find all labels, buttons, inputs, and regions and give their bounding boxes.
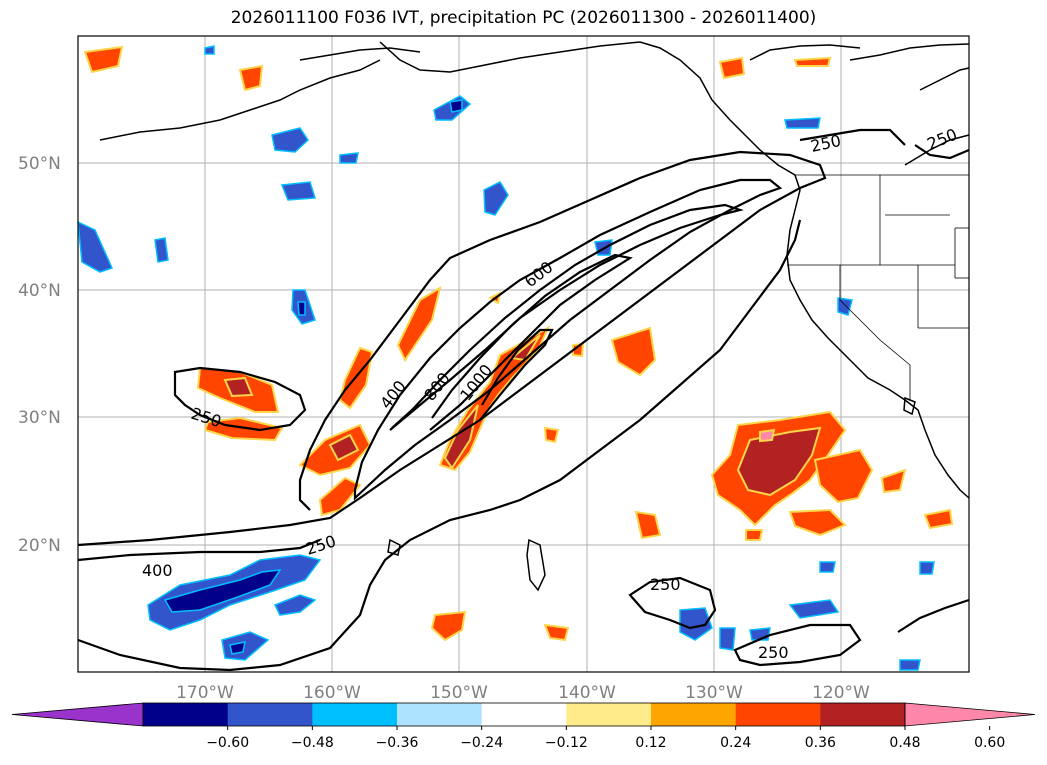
colorbar-tick-label: −0.12 xyxy=(545,735,588,751)
latitude-labels: 50°N 40°N 30°N 20°N xyxy=(18,154,61,556)
lat-label: 30°N xyxy=(18,408,61,428)
precip-negative-areas xyxy=(77,45,935,671)
longitude-labels: 170°W 160°W 150°W 140°W 130°W 120°W xyxy=(176,683,870,703)
lon-label: 160°W xyxy=(303,683,361,703)
contour-label: 250 xyxy=(758,643,789,662)
colorbar-segment xyxy=(227,703,313,726)
colorbar-tick-label: 0.48 xyxy=(889,735,920,751)
lon-label: 170°W xyxy=(176,683,234,703)
colorbar-tick-label: −0.48 xyxy=(291,735,334,751)
colorbar-tick-label: −0.36 xyxy=(376,735,419,751)
colorbar: −0.60 −0.48 −0.36 −0.24 −0.12 0.12 0.24 0.36 0.4… xyxy=(11,702,1036,751)
gridlines xyxy=(78,36,969,672)
ivt-contours xyxy=(77,128,970,672)
colorbar-extend-high xyxy=(904,702,1036,727)
colorbar-segment xyxy=(651,703,737,726)
colorbar-tick-label: 0.60 xyxy=(974,735,1005,751)
lat-label: 50°N xyxy=(18,154,61,174)
colorbar-tick-label: −0.60 xyxy=(206,735,249,751)
lat-label: 20°N xyxy=(18,536,61,556)
coastlines xyxy=(99,41,970,592)
contour-label: 250 xyxy=(650,575,681,594)
lat-label: 40°N xyxy=(18,281,61,301)
lon-label: 150°W xyxy=(430,683,488,703)
map-title: 2026011100 F036 IVT, precipitation PC (2… xyxy=(230,8,817,28)
colorbar-border xyxy=(142,702,906,727)
lon-label: 120°W xyxy=(812,683,870,703)
colorbar-tick-label: −0.24 xyxy=(460,735,503,751)
precip-positive-areas xyxy=(83,45,954,642)
colorbar-segment xyxy=(397,703,483,726)
colorbar-segment xyxy=(820,703,906,726)
colorbar-tick-label: 0.12 xyxy=(635,735,666,751)
colorbar-extend-low xyxy=(11,702,144,727)
colorbar-segment xyxy=(143,703,229,726)
colorbar-segment xyxy=(312,703,398,726)
map-frame xyxy=(77,35,970,673)
colorbar-segment xyxy=(481,703,567,726)
contour-label: 400 xyxy=(142,561,173,580)
colorbar-tick-label: 0.36 xyxy=(805,735,836,751)
lon-label: 140°W xyxy=(558,683,616,703)
colorbar-tick-label: 0.24 xyxy=(720,735,751,751)
colorbar-segment xyxy=(566,703,652,726)
colorbar-segment xyxy=(735,703,821,726)
lon-label: 130°W xyxy=(685,683,743,703)
